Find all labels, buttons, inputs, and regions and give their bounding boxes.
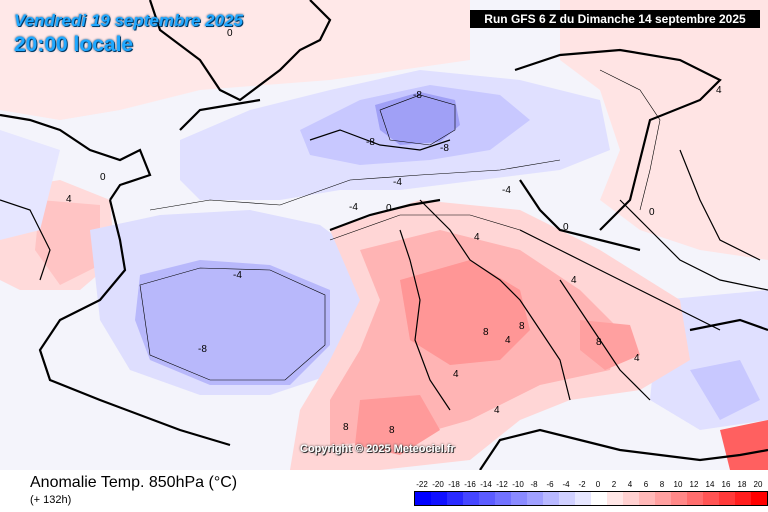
legend-swatch xyxy=(735,492,751,505)
legend-label: 8 xyxy=(659,480,665,489)
legend-swatch xyxy=(623,492,639,505)
legend-label: 20 xyxy=(753,480,763,489)
legend-swatch xyxy=(671,492,687,505)
legend-swatch xyxy=(431,492,447,505)
contour-label: 0 xyxy=(563,222,569,233)
contour-label: 4 xyxy=(66,194,72,205)
legend-label: 10 xyxy=(673,480,683,489)
contour-label: 4 xyxy=(571,275,577,286)
legend-swatch xyxy=(447,492,463,505)
contour-label: 4 xyxy=(453,369,459,380)
contour-label: 4 xyxy=(634,353,640,364)
contour-label: 0 xyxy=(227,28,233,39)
contour-label: -8 xyxy=(366,137,375,148)
legend-label: -22 xyxy=(416,480,428,489)
legend-label: -6 xyxy=(546,480,554,489)
contour-label: -8 xyxy=(198,344,207,355)
contour-label: 4 xyxy=(474,232,480,243)
contour-label: -8 xyxy=(413,90,422,101)
legend-label: 18 xyxy=(737,480,747,489)
contour-label: -4 xyxy=(502,185,511,196)
legend-label: 6 xyxy=(643,480,649,489)
copyright: Copyright © 2025 Meteociel.fr xyxy=(300,443,455,455)
contour-label: 8 xyxy=(483,327,489,338)
legend-label: -10 xyxy=(512,480,524,489)
legend-swatch xyxy=(719,492,735,505)
legend-swatch xyxy=(415,492,431,505)
legend-label: 16 xyxy=(721,480,731,489)
contour-label: 4 xyxy=(505,335,511,346)
run-info: Run GFS 6 Z du Dimanche 14 septembre 202… xyxy=(470,10,760,28)
legend-label: 0 xyxy=(595,480,601,489)
legend-label: -18 xyxy=(448,480,460,489)
contour-label: 8 xyxy=(343,422,349,433)
legend-swatch xyxy=(559,492,575,505)
legend-swatch xyxy=(639,492,655,505)
legend-swatch xyxy=(511,492,527,505)
contour-label: 0 xyxy=(649,207,655,218)
temperature-anomaly-map: -8 -8 -8 -8 -4 -4 -4 -4 0 0 0 0 0 4 4 4 … xyxy=(0,0,768,470)
lead-time: (+ 132h) xyxy=(30,494,72,506)
legend-swatch xyxy=(591,492,607,505)
legend-label: -8 xyxy=(530,480,538,489)
local-time: 20:00 locale xyxy=(14,33,134,56)
legend-label: 14 xyxy=(705,480,715,489)
legend-label: -14 xyxy=(480,480,492,489)
legend-label: -2 xyxy=(578,480,586,489)
legend-label: 12 xyxy=(689,480,699,489)
legend-label: -12 xyxy=(496,480,508,489)
legend-swatch xyxy=(527,492,543,505)
contour-label: 0 xyxy=(386,203,392,214)
legend-label: 4 xyxy=(627,480,633,489)
legend-labels: -22 -20 -18 -16 -14 -12 -10 -8 -6 -4 -2 0 2 4 6 8 10 12 14… xyxy=(414,480,762,490)
legend-label: 2 xyxy=(611,480,617,489)
variable-label: Anomalie Temp. 850hPa (°C) xyxy=(30,474,238,491)
contour-label: -4 xyxy=(233,270,242,281)
legend-swatch xyxy=(463,492,479,505)
legend-label: -20 xyxy=(432,480,444,489)
contour-label: -4 xyxy=(393,177,402,188)
color-legend xyxy=(414,491,768,506)
legend-swatch xyxy=(543,492,559,505)
contour-label: 8 xyxy=(596,337,602,348)
contour-label: 4 xyxy=(716,85,722,96)
contour-label: 8 xyxy=(389,425,395,436)
legend-swatch xyxy=(655,492,671,505)
legend-swatch xyxy=(751,492,767,505)
legend-swatch xyxy=(703,492,719,505)
contour-label: 4 xyxy=(494,405,500,416)
legend-swatch xyxy=(495,492,511,505)
legend-swatch xyxy=(575,492,591,505)
legend-label: -4 xyxy=(562,480,570,489)
contour-label: -4 xyxy=(349,202,358,213)
contour-label: 8 xyxy=(519,321,525,332)
legend-swatch xyxy=(607,492,623,505)
contour-label: -8 xyxy=(440,143,449,154)
legend-swatch xyxy=(479,492,495,505)
valid-date: Vendredi 19 septembre 2025 xyxy=(14,11,243,30)
legend-swatch xyxy=(687,492,703,505)
contour-label: 0 xyxy=(100,172,106,183)
legend-label: -16 xyxy=(464,480,476,489)
